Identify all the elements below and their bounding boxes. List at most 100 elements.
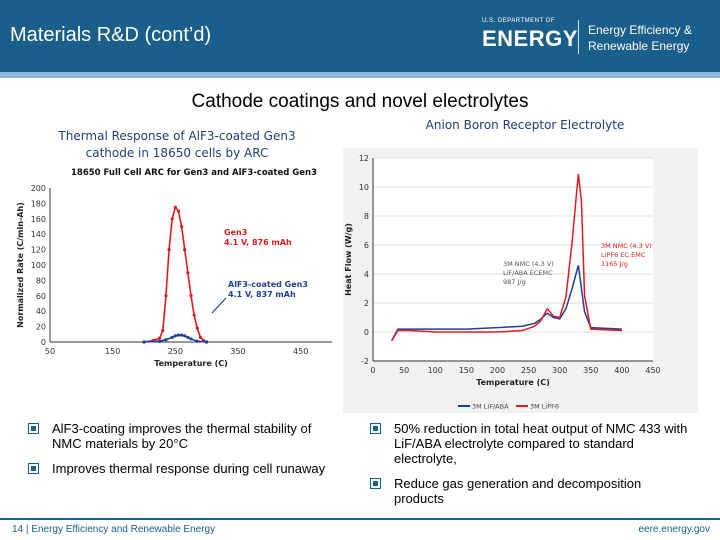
footer-page-label: 14 | Energy Efficiency and Renewable Ene…: [12, 524, 216, 535]
slide-title: Materials R&D (cont’d): [10, 24, 212, 46]
bullet-item: Reduce gas generation and decomposition …: [368, 476, 688, 506]
data-point: [164, 338, 168, 342]
y-axis-label: Normalized Rate (C/min-Ah): [16, 202, 25, 328]
legend-label: 3M LiPF6: [530, 403, 559, 411]
right-chart-caption: Anion Boron Receptor Electrolyte: [425, 118, 625, 132]
x-tick-label: 400: [614, 366, 629, 375]
y-tick-label: 180: [31, 199, 46, 208]
y-tick-label: 0: [364, 328, 369, 337]
data-point: [170, 335, 174, 339]
y-tick-label: 20: [36, 323, 46, 332]
checkbox-bullet-icon: [370, 423, 381, 434]
checkbox-bullet-icon: [28, 463, 39, 474]
y-tick-label: 120: [31, 246, 46, 255]
x-tick-label: 200: [490, 366, 505, 375]
x-tick-label: 350: [230, 347, 245, 356]
doe-logo-energy-text: ENERGY: [482, 26, 578, 51]
y-axis-label: Heat Flow (W/g): [344, 223, 353, 296]
x-tick-label: 100: [428, 366, 443, 375]
bullet-text: Reduce gas generation and decomposition …: [394, 476, 642, 506]
y-tick-label: 40: [36, 307, 46, 316]
data-point: [161, 328, 165, 333]
bullet-item: Improves thermal response during cell ru…: [26, 461, 336, 476]
data-point: [170, 217, 174, 221]
data-point: [183, 248, 187, 252]
x-tick-label: 150: [105, 347, 120, 356]
left-caption-line-1: Thermal Response of AlF3-coated Gen3: [58, 129, 296, 143]
y-tick-label: 4: [364, 270, 369, 279]
data-point: [189, 294, 193, 298]
data-point: [173, 205, 177, 209]
x-tick-label: 250: [521, 366, 536, 375]
eere-logo-text: Energy Efficiency & Renewable Energy: [588, 22, 692, 54]
x-tick-label: 250: [168, 347, 183, 356]
legend-label: 3M LiF/ABA: [472, 403, 509, 411]
annotation-lifaba: 3M NMC (4.3 V): [503, 260, 554, 268]
y-tick-label: 8: [364, 212, 369, 221]
eere-line-1: Energy Efficiency &: [588, 23, 692, 37]
x-tick-label: 450: [645, 366, 660, 375]
data-point: [173, 334, 177, 338]
data-point: [176, 209, 181, 213]
data-point: [180, 333, 184, 337]
x-tick-label: 300: [552, 366, 567, 375]
data-point: [167, 248, 171, 252]
data-point: [195, 326, 199, 330]
data-point: [142, 340, 146, 344]
y-tick-label: 12: [359, 154, 369, 163]
y-tick-label: 100: [31, 261, 46, 270]
data-point: [158, 339, 162, 343]
series-label-alf3: AlF3-coated Gen3: [228, 280, 308, 289]
data-point: [180, 224, 184, 229]
annotation-lipf6: 3M NMC (4.3 V): [601, 242, 652, 250]
bullet-item: AlF3-coating improves the thermal stabil…: [26, 421, 336, 451]
eere-line-2: Renewable Energy: [588, 39, 690, 53]
header-banner: Materials R&D (cont’d) U.S. DEPARTMENT O…: [0, 0, 720, 72]
footer-website: eere.energy.gov: [638, 524, 710, 535]
y-tick-label: 80: [36, 276, 46, 285]
bullet-text: Improves thermal response during cell ru…: [52, 461, 326, 476]
annotation-lipf6: 1165 J/g: [601, 260, 628, 268]
x-tick-label: 150: [459, 366, 474, 375]
plot-area: [50, 188, 332, 342]
x-tick-label: 350: [583, 366, 598, 375]
series-line-2: [391, 173, 622, 342]
checkbox-bullet-icon: [370, 478, 381, 489]
left-chart-caption: Thermal Response of AlF3-coated Gen3 cat…: [22, 128, 332, 162]
x-tick-label: 450: [293, 347, 308, 356]
annotation-arrow: [211, 297, 227, 314]
y-tick-label: 0: [41, 338, 46, 347]
data-point: [186, 271, 190, 275]
y-tick-label: 60: [36, 292, 46, 301]
arc-chart: 18650 Full Cell ARC for Gen3 and AlF3-co…: [16, 168, 332, 368]
header-accent-bar: [0, 72, 720, 78]
y-tick-label: 6: [364, 241, 369, 250]
x-tick-label: 50: [45, 347, 55, 356]
logo-divider: [578, 20, 579, 54]
bullet-item: 50% reduction in total heat output of NM…: [368, 421, 688, 466]
data-point: [164, 294, 168, 298]
checkbox-bullet-icon: [28, 423, 39, 434]
data-point: [186, 335, 190, 339]
y-tick-label: 160: [31, 215, 46, 224]
x-axis-label: Temperature (C): [476, 378, 550, 387]
data-point: [183, 334, 187, 338]
annotation-lifaba: LiF/ABA ECEMC: [503, 269, 553, 277]
data-point: [205, 340, 209, 344]
data-point: [158, 336, 162, 340]
annotation-lipf6: LiPF6 EC:EMC: [601, 251, 646, 259]
y-tick-label: 2: [364, 299, 369, 308]
y-tick-label: 10: [359, 183, 369, 192]
data-point: [198, 335, 202, 339]
right-bullet-list: 50% reduction in total heat output of NM…: [368, 421, 688, 516]
bullet-text: 50% reduction in total heat output of NM…: [394, 421, 688, 466]
section-title: Cathode coatings and novel electrolytes: [191, 91, 529, 112]
series-label-gen3: Gen3: [224, 228, 247, 237]
left-bullet-list: AlF3-coating improves the thermal stabil…: [26, 421, 336, 486]
series-annotation-gen3: 4.1 V, 876 mAh: [224, 238, 292, 247]
x-tick-label: 0: [370, 366, 375, 375]
annotation-lifaba: 987 J/g: [503, 278, 526, 286]
y-tick-label: 200: [31, 184, 46, 193]
data-point: [192, 313, 196, 317]
